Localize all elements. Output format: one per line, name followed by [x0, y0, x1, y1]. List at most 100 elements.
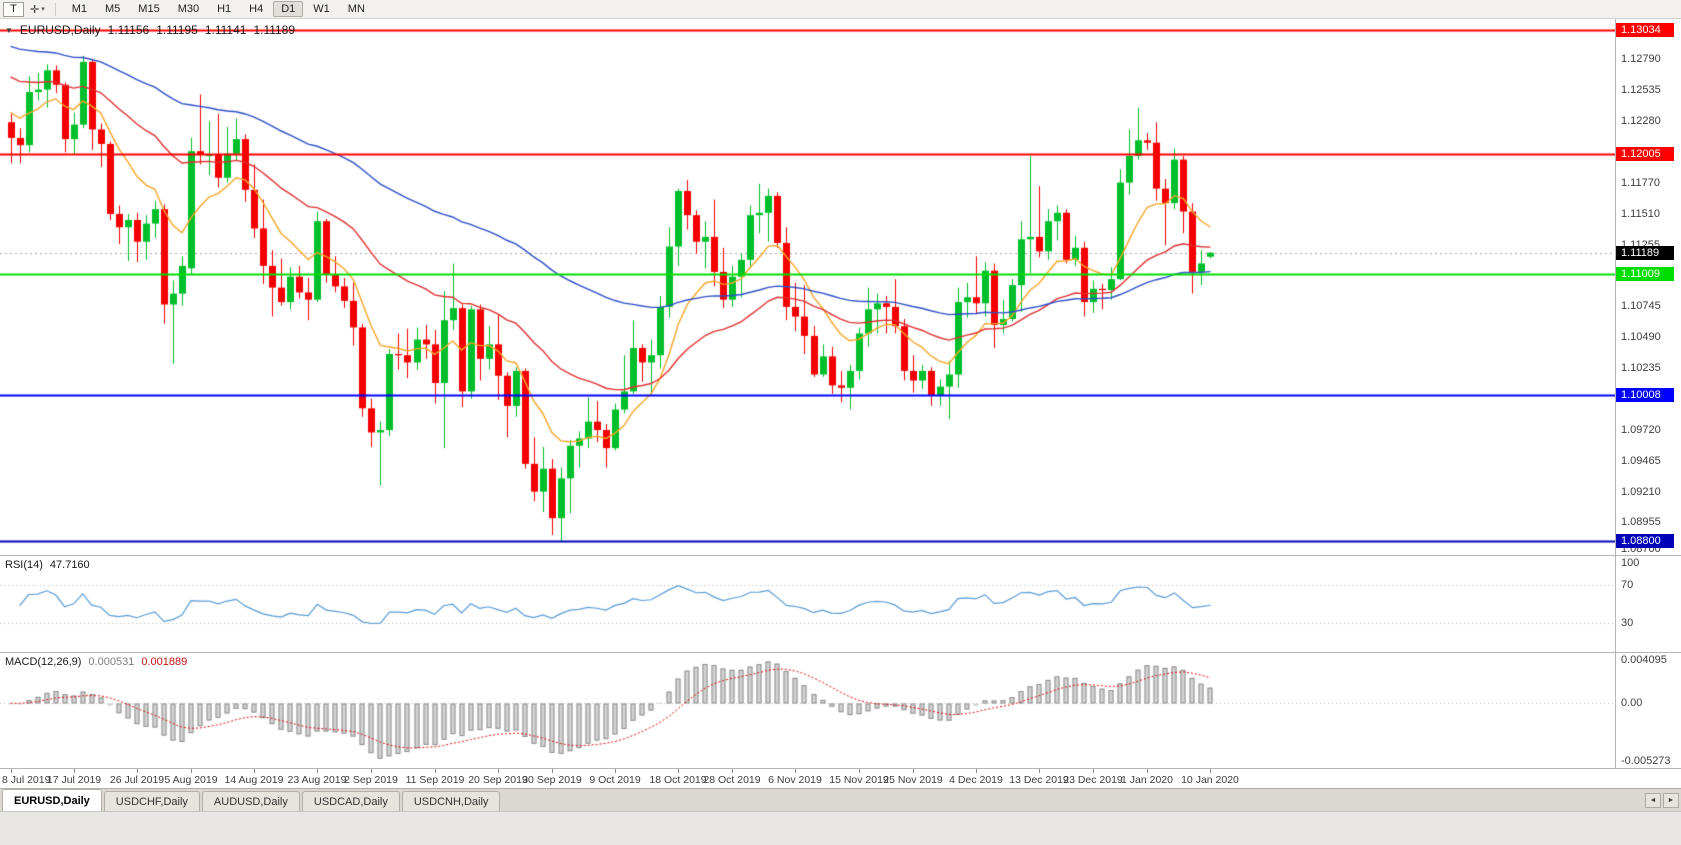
price-axis-label: 1.11510: [1621, 207, 1660, 220]
date-axis-label: 11 Sep 2019: [405, 774, 465, 786]
timeframe-button-m1[interactable]: M1: [64, 1, 95, 17]
date-axis-tick: [498, 769, 499, 773]
chart-toolbar: T ✛ ▾ M1 M5 M15 M30 H1 H4 D1 W1 MN: [0, 0, 1681, 19]
date-axis-tick: [795, 769, 796, 773]
macd-axis-label: -0.005273: [1621, 755, 1671, 767]
rsi-axis[interactable]: 100 70 30: [1615, 556, 1681, 652]
date-axis-label: 28 Oct 2019: [703, 774, 761, 786]
macd-name: MACD(12,26,9): [5, 656, 82, 668]
date-axis-label: 4 Dec 2019: [949, 774, 1003, 786]
rsi-axis-label: 70: [1621, 578, 1634, 591]
date-axis-tick: [74, 769, 75, 773]
date-axis-label: 2 Sep 2019: [344, 774, 398, 786]
price-chart-canvas[interactable]: [0, 19, 1615, 555]
date-axis-tick: [552, 769, 553, 773]
timeframe-button-m15[interactable]: M15: [130, 1, 167, 17]
rsi-value: 47.7160: [49, 559, 90, 571]
date-axis-tick: [191, 769, 192, 773]
chart-tab[interactable]: EURUSD,Daily: [2, 789, 102, 811]
date-axis-tick: [254, 769, 255, 773]
date-axis-label: 20 Sep 2019: [468, 774, 528, 786]
rsi-canvas[interactable]: [0, 556, 1615, 652]
rsi-indicator-pane: RSI(14) 47.7160 100 70 30: [0, 555, 1681, 652]
price-axis-label: 1.12790: [1621, 53, 1661, 66]
rsi-axis-label: 30: [1621, 617, 1634, 630]
chart-symbol-label: EURUSD,Daily: [19, 23, 101, 37]
price-axis-label: 1.10490: [1621, 331, 1661, 344]
macd-indicator-pane: MACD(12,26,9) 0.000531 0.001889 0.004095…: [0, 652, 1681, 768]
date-axis-label: 23 Dec 2019: [1063, 774, 1123, 786]
text-tool-button[interactable]: T: [3, 1, 24, 17]
price-axis-label: 1.08955: [1621, 516, 1661, 529]
status-bar: [0, 811, 1681, 845]
time-axis[interactable]: 8 Jul 2019 17 Jul 2019 26 Jul 2019 5 Aug 20…: [0, 768, 1681, 788]
chart-tab[interactable]: AUDUSD,Daily: [201, 791, 300, 811]
date-axis-tick: [1039, 769, 1040, 773]
chart-tab[interactable]: USDCHF,Daily: [103, 791, 200, 811]
macd-main-value: 0.000531: [88, 656, 135, 668]
date-axis-label: 1 Jan 2020: [1121, 774, 1173, 786]
date-axis-tick: [859, 769, 860, 773]
date-axis-tick: [615, 769, 616, 773]
price-axis-label: 1.12280: [1621, 115, 1661, 127]
date-axis-label: 25 Nov 2019: [883, 774, 943, 786]
date-axis-label: 10 Jan 2020: [1181, 774, 1239, 786]
chart-tab[interactable]: USDCAD,Daily: [301, 791, 400, 811]
date-axis-label: 18 Oct 2019: [649, 774, 707, 786]
rsi-axis-label: 100: [1621, 557, 1640, 569]
dropdown-caret-icon: ▾: [41, 6, 45, 13]
date-axis-tick: [11, 769, 12, 773]
date-axis-label: 17 Jul 2019: [46, 774, 102, 786]
timeframe-button-m5[interactable]: M5: [97, 1, 128, 17]
ohlc-high-value: 1.11195: [156, 23, 198, 37]
date-axis-label: 30 Sep 2019: [522, 774, 582, 786]
date-axis-tick: [732, 769, 733, 773]
tab-scroll-right-button[interactable]: ►: [1663, 793, 1679, 808]
date-axis-label: 8 Jul 2019: [2, 774, 51, 786]
chart-ohlc-header: ▼ EURUSD,Daily 1.11156 1.11195 1.11141 1…: [5, 23, 295, 37]
price-axis[interactable]: 1.127901.125351.122801.117701.115101.112…: [1615, 19, 1681, 555]
macd-axis-label: 0.004095: [1621, 654, 1667, 666]
crosshair-icon: ✛: [30, 3, 40, 16]
macd-axis[interactable]: 0.004095 0.00 -0.005273: [1615, 653, 1681, 768]
rsi-name: RSI(14): [5, 559, 43, 571]
timeframe-button-mn[interactable]: MN: [340, 1, 373, 17]
timeframe-button-m30[interactable]: M30: [170, 1, 207, 17]
date-axis-tick: [1147, 769, 1148, 773]
date-axis-label: 26 Jul 2019: [109, 774, 165, 786]
ohlc-open-value: 1.11156: [107, 23, 150, 37]
timeframe-button-d1[interactable]: D1: [273, 1, 304, 17]
macd-canvas[interactable]: [0, 653, 1615, 768]
current-price-badge: 1.11189: [1616, 245, 1674, 260]
date-axis-tick: [435, 769, 436, 773]
date-axis-label: 9 Oct 2019: [589, 774, 641, 786]
macd-signal-value: 0.001889: [141, 656, 188, 668]
price-chart-pane: ▼ EURUSD,Daily 1.11156 1.11195 1.11141 1…: [0, 19, 1681, 555]
chart-tab[interactable]: USDCNH,Daily: [401, 791, 501, 811]
crosshair-tool-button[interactable]: ✛ ▾: [27, 1, 48, 17]
price-level-badge: 1.10008: [1616, 388, 1674, 403]
price-axis-label: 1.11770: [1621, 176, 1660, 189]
date-axis-label: 14 Aug 2019: [224, 774, 284, 786]
ohlc-close-value: 1.11189: [253, 23, 296, 37]
toolbar-separator: [54, 2, 56, 16]
price-level-badge: 1.12005: [1616, 147, 1674, 162]
date-axis-tick: [1093, 769, 1094, 773]
date-axis-tick: [371, 769, 372, 773]
tab-scroll-left-button[interactable]: ◄: [1645, 793, 1661, 808]
timeframe-button-w1[interactable]: W1: [305, 1, 338, 17]
price-level-badge: 1.11009: [1616, 267, 1674, 282]
macd-axis-label: 0.00: [1621, 697, 1643, 710]
date-axis-tick: [1210, 769, 1211, 773]
timeframe-button-h1[interactable]: H1: [209, 1, 239, 17]
tab-scroll-group: ◄ ►: [1645, 793, 1679, 811]
price-level-badge: 1.13034: [1616, 22, 1674, 37]
date-axis-label: 13 Dec 2019: [1009, 774, 1069, 786]
timeframe-button-h4[interactable]: H4: [241, 1, 271, 17]
price-axis-label: 1.10745: [1621, 300, 1661, 313]
date-axis-tick: [678, 769, 679, 773]
date-axis-label: 6 Nov 2019: [768, 774, 822, 786]
price-level-badge: 1.08800: [1616, 534, 1674, 549]
price-axis-label: 1.09720: [1621, 424, 1661, 437]
